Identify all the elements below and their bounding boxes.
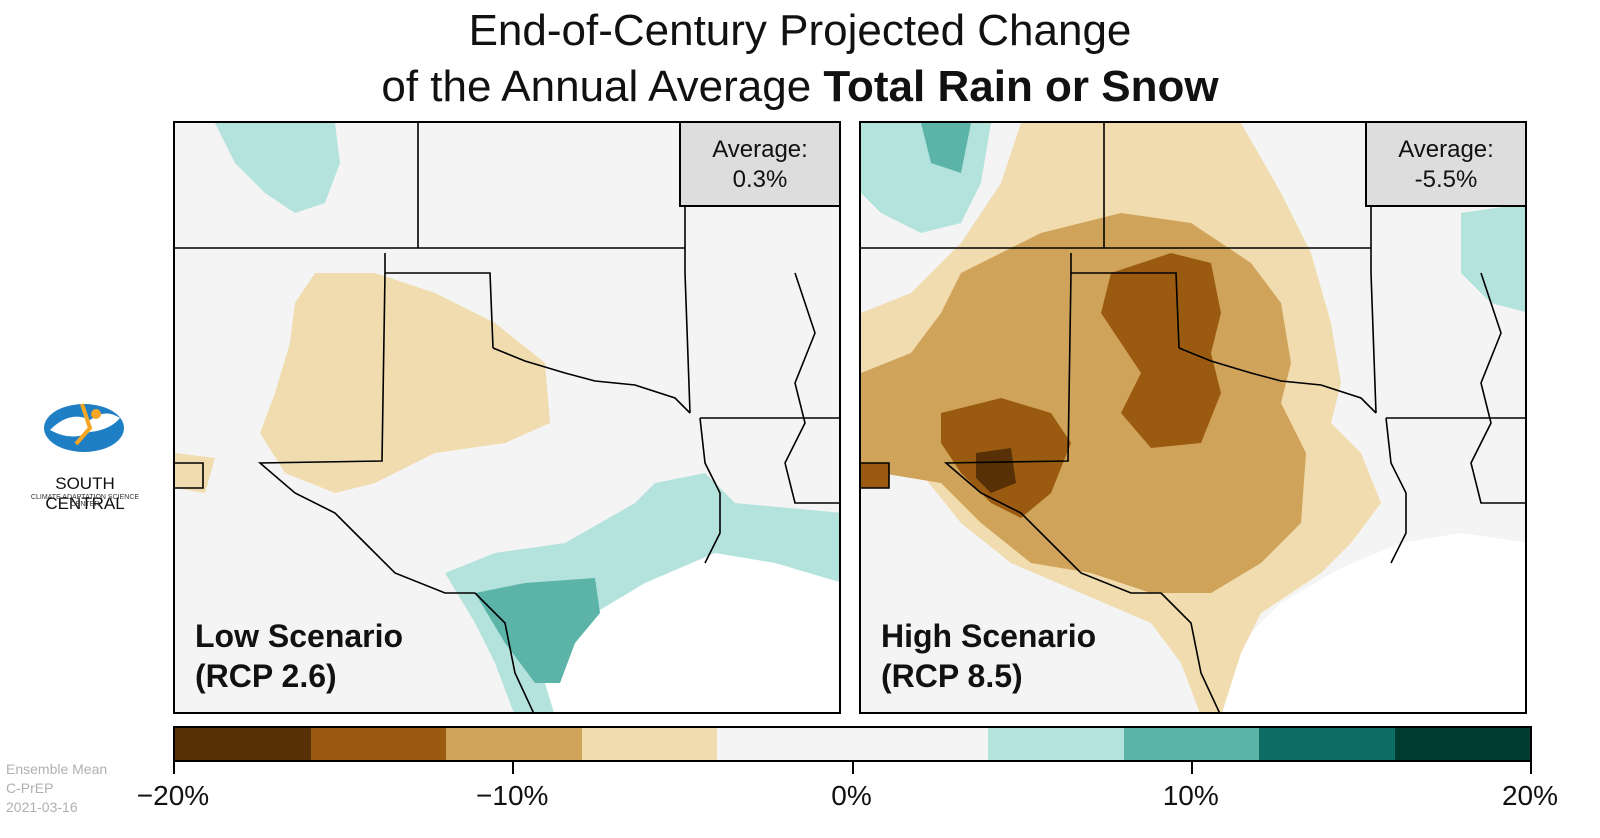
colorbar-tick xyxy=(1530,762,1532,774)
title-emphasis: Total Rain or Snow xyxy=(823,62,1219,111)
colorbar-tick-label: 0% xyxy=(831,780,872,811)
colorbar-tick-label: 20% xyxy=(1501,780,1559,811)
border-ms xyxy=(784,272,839,504)
border-ok-ar xyxy=(1370,272,1377,414)
footer-source: C-PrEP xyxy=(6,780,54,796)
border-ms xyxy=(1470,272,1525,504)
footer-ensemble: Ensemble Mean xyxy=(6,761,108,777)
title-prefix: of the Annual Average xyxy=(381,62,812,111)
high-scenario-map-svg xyxy=(861,123,1525,712)
border-redriver xyxy=(492,347,691,414)
border-nm-tx-ok xyxy=(1070,253,1180,349)
scenario-label-high: High Scenario (RCP 8.5) xyxy=(881,616,1096,696)
border-tx-coast xyxy=(1160,592,1221,712)
colorbar-tick-label: 10% xyxy=(1162,780,1219,811)
colorbar-segment-2 xyxy=(310,728,446,760)
average-label: Average: xyxy=(712,136,808,163)
colorbar-segment-7 xyxy=(988,728,1124,760)
low-scenario-map-svg xyxy=(175,123,839,712)
colorbar-segment-9 xyxy=(1259,728,1395,760)
average-box-high: Average: -5.5% xyxy=(1365,123,1525,207)
low-scenario-map: Average: 0.3% Low Scenario (RCP 2.6) xyxy=(173,121,841,714)
wet-area-north-core xyxy=(921,123,971,173)
dry-dark-region xyxy=(1101,253,1221,448)
footer-date: 2021-03-16 xyxy=(6,799,78,815)
colorbar-segment-10 xyxy=(1394,728,1530,760)
scenario-label-low: Low Scenario (RCP 2.6) xyxy=(195,616,403,696)
colorbar-tick xyxy=(851,762,854,774)
dry-mid-region xyxy=(861,213,1306,593)
south-central-casc-logo: SOUTH CENTRAL CLIMATE ADAPTATION SCIENCE… xyxy=(20,398,150,513)
high-scenario-map: Average: -5.5% High Scenario (RCP 8.5) xyxy=(859,121,1527,714)
border-redriver xyxy=(1178,347,1377,414)
average-value: 0.3% xyxy=(732,166,788,193)
border-tx-coast xyxy=(474,592,535,712)
border-nm-tx xyxy=(257,272,475,594)
scenario-name: Low Scenario xyxy=(195,618,404,654)
wet-area-south-texas xyxy=(475,578,600,683)
wet-area-north xyxy=(215,123,340,213)
dry-dark-edge xyxy=(861,463,889,488)
colorbar-tick xyxy=(1190,762,1193,774)
border-az-nm xyxy=(861,462,890,489)
colorbar-segment-4 xyxy=(581,728,717,760)
colorbar-segment-8 xyxy=(1123,728,1259,760)
colorbar xyxy=(173,726,1532,762)
average-value: -5.5% xyxy=(1414,166,1478,193)
scenario-code: (RCP 8.5) xyxy=(881,658,1023,694)
colorbar-segment-5 xyxy=(717,728,853,760)
map-title-line2: of the Annual Average Total Rain or Snow xyxy=(0,60,1600,114)
colorbar-tick xyxy=(173,762,175,774)
colorbar-segment-3 xyxy=(446,728,582,760)
dry-area-sw xyxy=(175,453,215,493)
colorbar-tick xyxy=(512,762,515,774)
gulf-water xyxy=(1203,533,1525,712)
border-az-nm xyxy=(175,462,204,489)
dry-darkest-sw xyxy=(976,448,1016,493)
border-nm-tx xyxy=(943,272,1161,594)
border-tx-la xyxy=(699,417,721,564)
colorbar-segment-6 xyxy=(852,728,988,760)
scenario-code: (RCP 2.6) xyxy=(195,658,337,694)
map-title-line1: End-of-Century Projected Change xyxy=(468,6,1132,55)
logo-subtitle: CLIMATE ADAPTATION SCIENCE CENTER xyxy=(30,494,140,508)
state-borders xyxy=(861,123,1525,712)
colorbar-segment-1 xyxy=(175,728,311,760)
average-box-low: Average: 0.3% xyxy=(679,123,839,207)
gulf-water xyxy=(517,533,839,712)
state-borders xyxy=(175,123,839,712)
border-tx-la xyxy=(1385,417,1407,564)
colorbar-tick-label: −10% xyxy=(476,780,549,811)
border-nm-tx-ok xyxy=(384,253,494,349)
border-ok-ar xyxy=(684,272,691,414)
wet-area-east xyxy=(1461,203,1525,312)
logo-name: SOUTH CENTRAL xyxy=(45,474,125,513)
scenario-name: High Scenario xyxy=(881,618,1097,654)
dry-area-west xyxy=(260,273,550,493)
bird-globe-icon xyxy=(44,403,124,452)
average-label: Average: xyxy=(1398,136,1494,163)
colorbar-tick-label: −20% xyxy=(136,780,210,811)
